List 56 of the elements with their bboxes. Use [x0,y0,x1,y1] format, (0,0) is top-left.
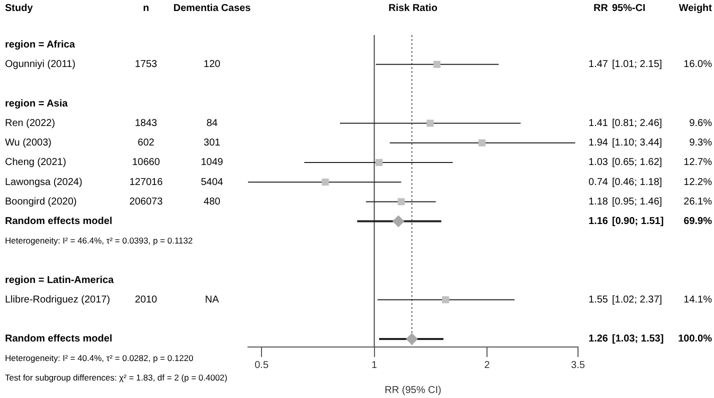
text: 95%-CI [612,2,646,14]
y-tick-label: Boongird (2020) [5,196,77,208]
text: 1.16 [0.90; 1.51] 69.9% [588,216,712,228]
text: 1753 [134,59,158,70]
text: 1.94 [1.10; 3.44] 9.3% [588,138,712,149]
y-tick-label: Heterogeneity: I² = 40.4%, τ² = 0.0282, p = 0.1220 [5,352,194,363]
text: 0.74 [0.46; 1.18] 12.2% [588,176,712,188]
text: 10660 [132,157,160,168]
y-tick-label: region = Asia [5,98,68,110]
y-tick-label: Random effects model [5,216,112,228]
text: RR [594,2,609,14]
text: 1.18 [0.95; 1.46] 26.1% [588,196,712,208]
text: 1.26 [1.03; 1.53] 100.0% [588,334,712,345]
text: Dementia Cases [173,2,252,14]
text: 127016 [129,176,164,188]
text: 1.55 [1.02; 2.37] 14.1% [588,294,712,306]
point [426,120,434,127]
point [433,60,440,68]
text: n [142,2,150,14]
text: Weight [678,2,713,14]
text: 1049 [200,157,224,168]
x-tick-label: 0.5 [254,360,269,371]
point [392,215,404,228]
text: 84 [206,118,218,129]
text: 480 [204,196,221,208]
y-tick-label: Llibre-Rodriguez (2017) [5,294,110,306]
text: 602 [138,138,155,149]
point [406,332,418,345]
text: 1843 [134,118,158,129]
text: 1.03 [0.65; 1.62] 12.7% [588,157,712,168]
text: 5404 [200,176,224,188]
text: 206073 [129,196,164,208]
text: 120 [204,59,221,70]
y-tick-label: Cheng (2021) [5,157,66,168]
text: Study [5,2,34,14]
point [398,198,405,206]
text: 301 [204,138,221,149]
y-tick-label: region = Africa [5,40,76,51]
x-axis-title: RR (95% CI) [384,384,442,396]
x-tick-label: 1 [371,360,378,371]
x-tick-label: 3.5 [571,360,586,371]
chart-title: Risk Ratio [388,2,438,14]
y-tick-label: Ogunniyi (2011) [5,59,76,70]
text: 1.47 [1.01; 2.15] 16.0% [588,59,712,70]
y-tick-label: Wu (2003) [5,138,52,149]
y-tick-label: Test for subgroup differences: χ² = 1.83, df = 2 (p = 0.4002) [5,372,228,383]
y-tick-label: Ren (2022) [5,118,56,129]
text: 1.41 [0.81; 2.46] 9.6% [588,118,712,129]
y-tick-label: region = Latin-America [5,274,114,286]
y-tick-label: Lawongsa (2024) [5,176,82,188]
x-tick-label: 2 [484,360,490,371]
text: 2010 [134,294,158,306]
y-tick-label: Random effects model [5,334,112,345]
point [442,296,450,304]
y-tick-label: Heterogeneity: I² = 46.4%, τ² = 0.0393, p = 0.1132 [5,235,193,246]
text: NA [205,294,220,306]
